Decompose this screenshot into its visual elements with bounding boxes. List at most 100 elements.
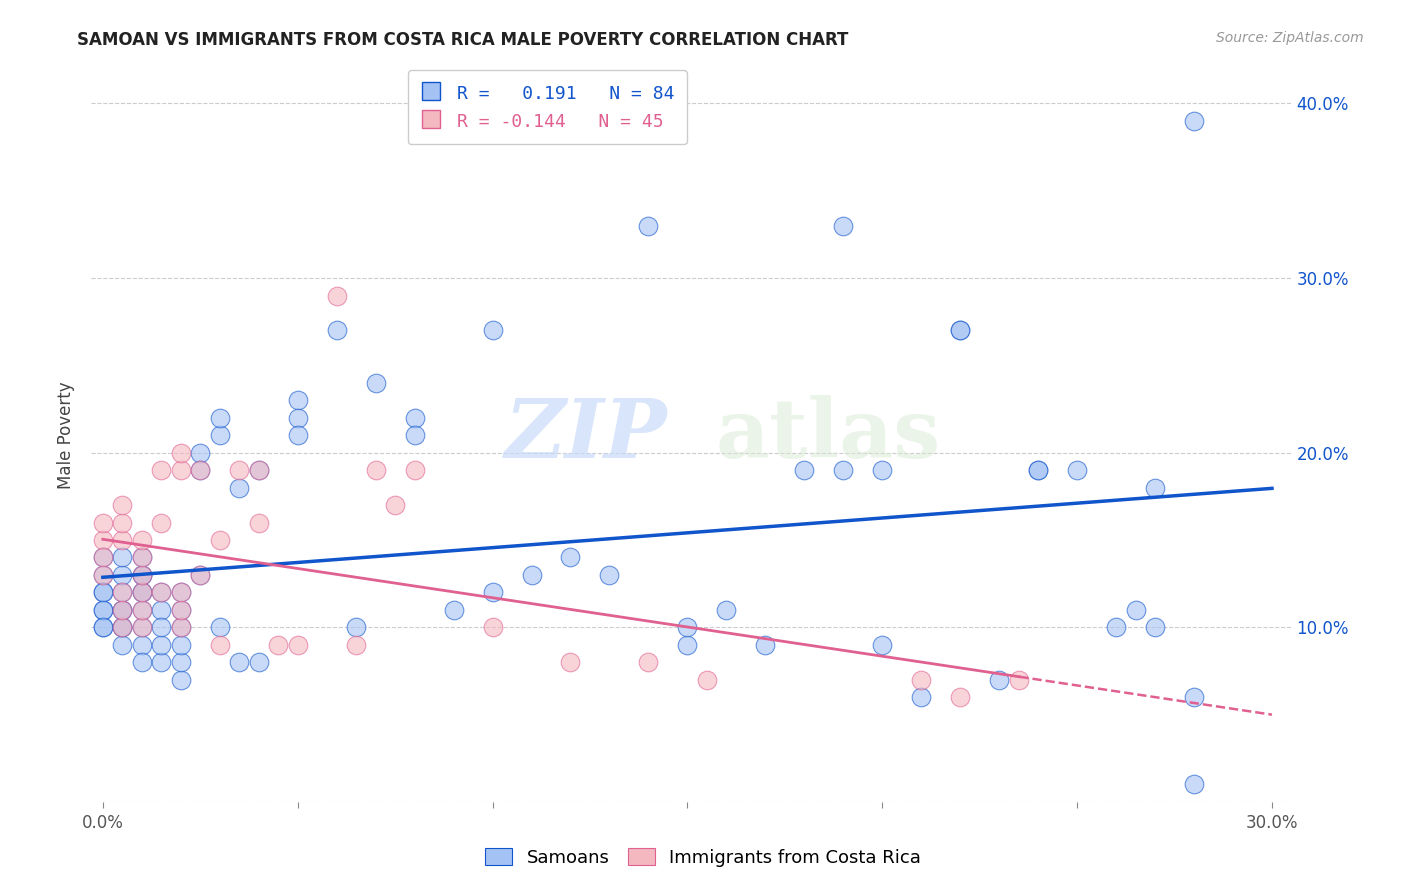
Point <box>131 568 153 582</box>
Point <box>111 568 134 582</box>
Point <box>247 516 270 530</box>
Point <box>676 620 699 634</box>
Point <box>364 376 387 390</box>
Point <box>1066 463 1088 477</box>
Point <box>1125 603 1147 617</box>
Point <box>404 410 426 425</box>
Point <box>716 603 738 617</box>
Point <box>111 516 134 530</box>
Point <box>91 533 114 547</box>
Point <box>208 410 231 425</box>
Point <box>131 603 153 617</box>
Point <box>1105 620 1128 634</box>
Point <box>637 219 659 233</box>
Point <box>170 638 193 652</box>
Point <box>131 603 153 617</box>
Point <box>111 603 134 617</box>
Point <box>188 568 211 582</box>
Point <box>520 568 543 582</box>
Point <box>696 673 718 687</box>
Point <box>1008 673 1031 687</box>
Point <box>208 620 231 634</box>
Point <box>188 463 211 477</box>
Point <box>910 673 932 687</box>
Point <box>170 655 193 669</box>
Point <box>188 463 211 477</box>
Point <box>111 533 134 547</box>
Point <box>228 655 250 669</box>
Point <box>910 690 932 705</box>
Point <box>949 323 972 337</box>
Point <box>228 463 250 477</box>
Point <box>131 638 153 652</box>
Point <box>832 463 855 477</box>
Point <box>91 568 114 582</box>
Point <box>111 585 134 599</box>
Point <box>91 516 114 530</box>
Point <box>170 585 193 599</box>
Point <box>150 620 173 634</box>
Text: ZIP: ZIP <box>505 395 668 475</box>
Point <box>111 498 134 512</box>
Point <box>91 585 114 599</box>
Point <box>131 550 153 565</box>
Point <box>598 568 620 582</box>
Point <box>793 463 815 477</box>
Point <box>247 463 270 477</box>
Point <box>150 603 173 617</box>
Point <box>949 690 972 705</box>
Legend: Samoans, Immigrants from Costa Rica: Samoans, Immigrants from Costa Rica <box>478 841 928 874</box>
Point <box>1182 777 1205 791</box>
Point <box>170 603 193 617</box>
Point <box>384 498 406 512</box>
Text: SAMOAN VS IMMIGRANTS FROM COSTA RICA MALE POVERTY CORRELATION CHART: SAMOAN VS IMMIGRANTS FROM COSTA RICA MAL… <box>77 31 849 49</box>
Point <box>111 620 134 634</box>
Legend: R =   0.191   N = 84, R = -0.144   N = 45: R = 0.191 N = 84, R = -0.144 N = 45 <box>408 70 686 145</box>
Point <box>170 620 193 634</box>
Point <box>111 585 134 599</box>
Point <box>1182 690 1205 705</box>
Point <box>111 620 134 634</box>
Point <box>170 463 193 477</box>
Point <box>170 603 193 617</box>
Point <box>988 673 1011 687</box>
Point <box>832 219 855 233</box>
Point <box>443 603 465 617</box>
Point <box>325 323 347 337</box>
Point <box>131 533 153 547</box>
Point <box>131 620 153 634</box>
Point <box>111 550 134 565</box>
Point <box>131 550 153 565</box>
Point <box>287 410 309 425</box>
Point <box>131 655 153 669</box>
Point <box>170 445 193 459</box>
Point <box>150 655 173 669</box>
Point <box>404 428 426 442</box>
Point <box>364 463 387 477</box>
Point <box>754 638 776 652</box>
Point <box>208 533 231 547</box>
Point <box>287 638 309 652</box>
Point <box>131 620 153 634</box>
Point <box>91 603 114 617</box>
Y-axis label: Male Poverty: Male Poverty <box>58 382 75 489</box>
Text: Source: ZipAtlas.com: Source: ZipAtlas.com <box>1216 31 1364 45</box>
Point <box>870 638 893 652</box>
Point <box>267 638 290 652</box>
Point <box>404 463 426 477</box>
Point <box>870 463 893 477</box>
Point <box>560 550 582 565</box>
Point <box>344 620 367 634</box>
Point <box>131 585 153 599</box>
Point <box>111 620 134 634</box>
Point <box>228 481 250 495</box>
Point <box>676 638 699 652</box>
Point <box>131 568 153 582</box>
Point <box>170 673 193 687</box>
Point <box>637 655 659 669</box>
Point <box>344 638 367 652</box>
Point <box>247 655 270 669</box>
Point <box>170 585 193 599</box>
Point <box>91 550 114 565</box>
Point <box>150 516 173 530</box>
